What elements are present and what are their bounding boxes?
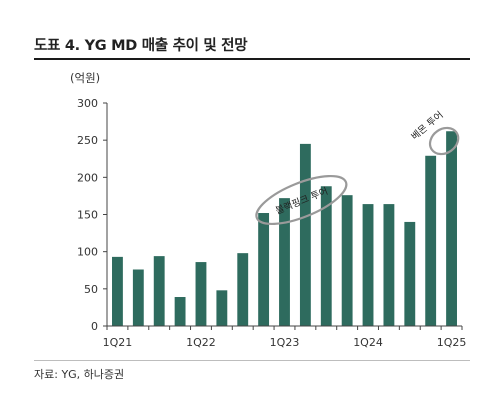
bar-4Q21 [174,297,186,326]
y-axis: (억원) 0 50 100 150 200 250 300 [70,71,108,333]
bar-1Q24 [362,204,374,326]
y-tick-label: 300 [77,97,98,110]
bar-4Q22 [258,213,270,326]
y-tick-label: 0 [91,320,98,333]
y-tick-label: 200 [77,171,98,184]
babymonster-tour-highlight [428,126,460,156]
x-tick-label: 1Q25 [437,336,467,349]
x-tick-label: 1Q24 [353,336,383,349]
bar-2Q24 [383,204,395,326]
babymonster-tour-label: 베몬 투어 [409,110,445,143]
bar-3Q22 [237,253,249,326]
source-note: 자료: YG, 하나증권 [34,368,125,381]
blackpink-tour-highlight [255,174,348,226]
bar-3Q24 [404,221,416,326]
y-tick-label: 50 [84,283,98,296]
bar-4Q23 [341,195,353,326]
bar-1Q25 [446,131,457,326]
y-tick-label: 100 [77,246,98,259]
bar-2Q22 [216,290,228,326]
bar-2Q23 [299,143,311,326]
y-unit-label: (억원) [70,71,100,85]
bar-1Q21 [112,256,123,326]
x-tick-label: 1Q23 [270,336,300,349]
y-tick-label: 150 [77,209,98,222]
y-tick-label: 250 [77,134,98,147]
title-divider [34,58,470,60]
chart-title: 도표 4. YG MD 매출 추이 및 전망 [34,38,248,54]
x-tick-label: 1Q22 [186,336,216,349]
bar-series [112,131,457,326]
bar-4Q24 [425,155,437,326]
bar-1Q23 [279,198,290,326]
footer-divider [34,360,470,361]
bar-3Q21 [153,256,165,326]
bar-1Q22 [195,262,207,326]
bar-3Q23 [320,186,332,326]
x-axis: 1Q21 1Q22 1Q23 1Q24 1Q25 [103,325,467,349]
x-tick-label: 1Q21 [103,336,133,349]
bar-2Q21 [132,269,144,326]
